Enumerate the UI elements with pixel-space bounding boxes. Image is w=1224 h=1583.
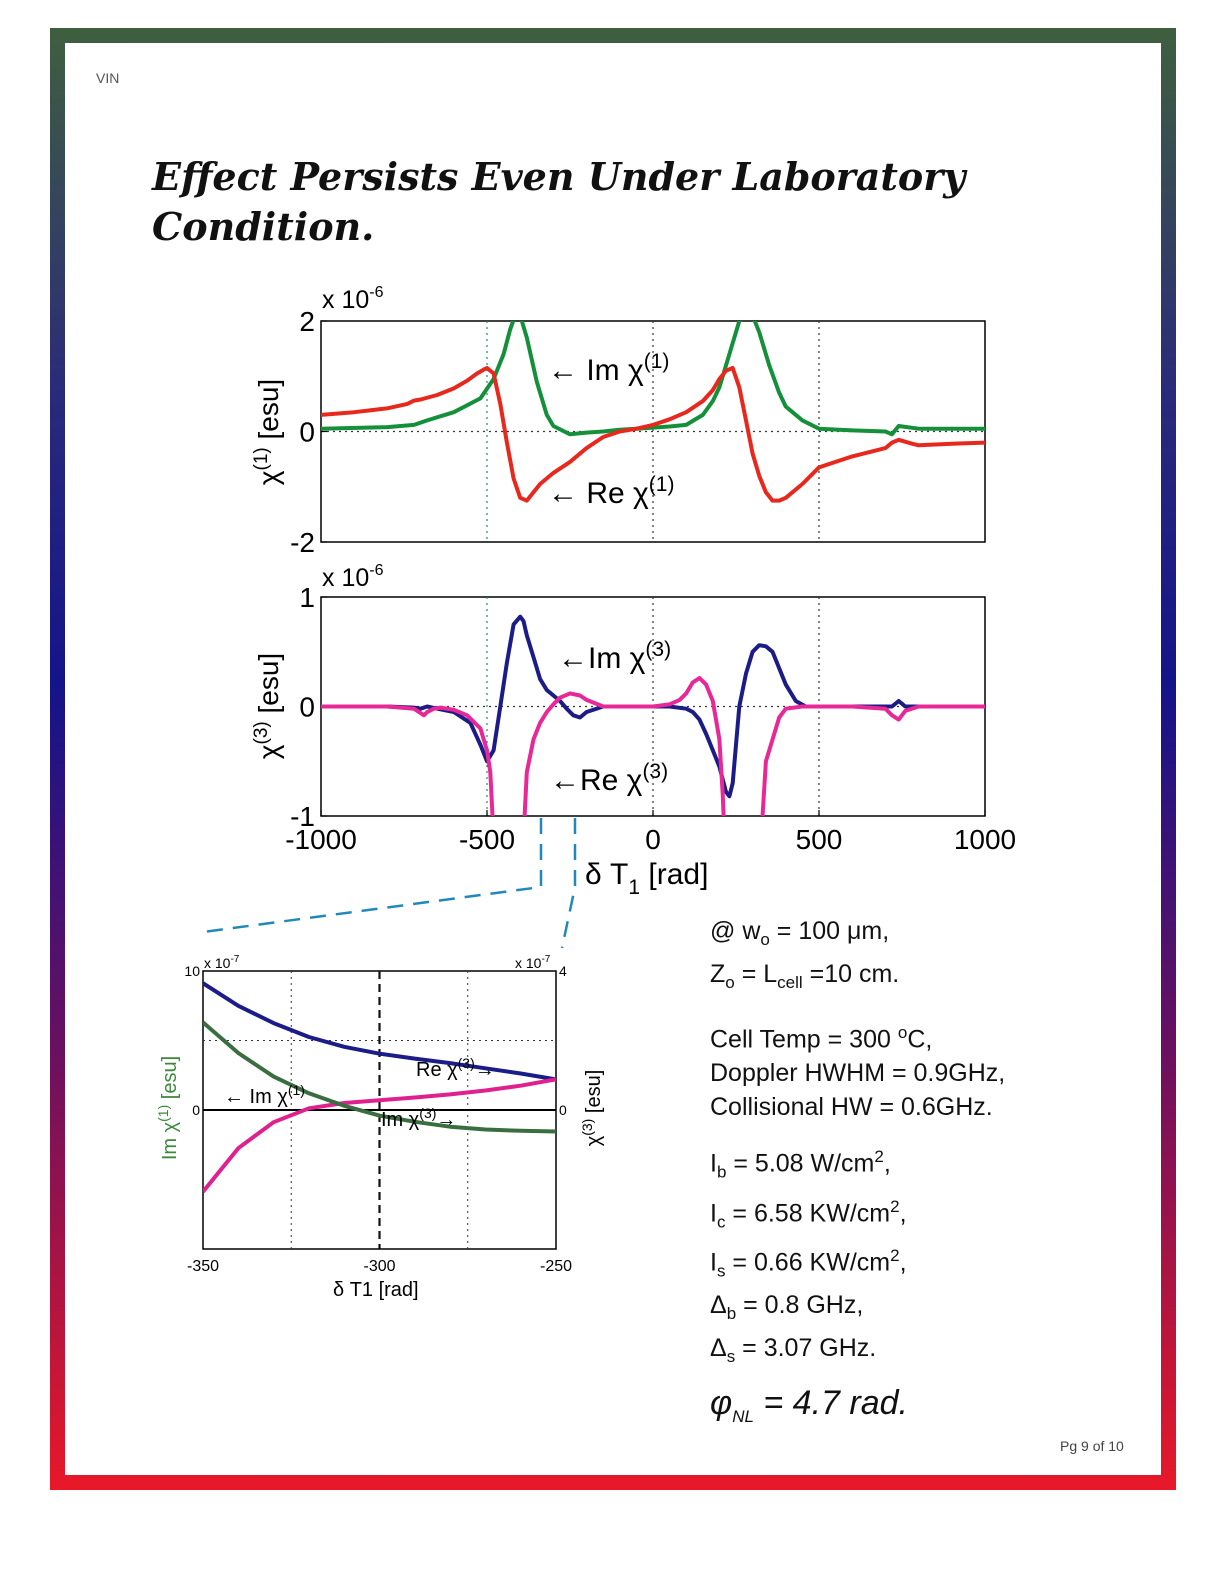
page-number: Pg 9 of 10: [1060, 1438, 1124, 1454]
series-line-re: [321, 366, 985, 503]
page-inner: [65, 43, 1161, 1475]
zoom-grid: [203, 971, 556, 1249]
chi3-exponent: x 10-6: [322, 562, 384, 592]
param-cell-temp: Cell Temp = 300 oC,: [710, 1023, 933, 1054]
chi3-ylabel: χ(3) [esu]: [251, 653, 284, 759]
zoom-series: [203, 981, 556, 1193]
xtick-label: -250: [540, 1258, 572, 1275]
ytick-label: 2: [299, 306, 315, 337]
xtick-label: -300: [363, 1258, 395, 1275]
param-collisional: Collisional HW = 0.6GHz.: [710, 1093, 993, 1122]
param-ic: Ic = 6.58 KW/cm2,: [710, 1196, 907, 1231]
zoom-connector: [202, 818, 577, 949]
ytick-right-label: 4: [559, 963, 567, 979]
header-tag: VIN: [96, 70, 120, 86]
param-delta-b: Δb = 0.8 GHz,: [710, 1291, 864, 1324]
chi1-panel: 2 0 -2 x 10-6 χ(1) [esu] ← Im χ(1) ← Re χ(…: [251, 284, 986, 558]
chi3-panel: 10-1-1000 -500 0 500 1000 x 10-6 χ(3) [esu] …: [251, 562, 1016, 899]
param-doppler: Doppler HWHM = 0.9GHz,: [710, 1059, 1006, 1088]
zoom-series-line-2: [203, 1020, 556, 1134]
zoom-annotation-im3: Im χ(3)→: [381, 1105, 456, 1131]
param-delta-s: Δs = 3.07 GHz.: [710, 1334, 877, 1367]
zoom-connector-left: [202, 818, 543, 934]
param-is: Is = 0.66 KW/cm2,: [710, 1245, 907, 1281]
chi3-xlabel: δ T1 [rad]: [585, 858, 708, 899]
zoom-right-ylabel: χ(3) [esu]: [579, 1070, 605, 1147]
zoom-left-exponent: x 10-7: [204, 954, 240, 971]
zoom-panel: 10 0 4 0 -350 -300 -250 x 10-7 x 10-7 Im χ(1) …: [155, 954, 605, 1301]
zoom-xlabel: δ T1 [rad]: [333, 1279, 419, 1301]
chi1-yticks: 2 0 -2: [290, 306, 327, 558]
page-title: Effect Persists Even Under Laboratory Co…: [152, 154, 966, 249]
zoom-ticks: 10 0 4 0 -350 -300 -250: [184, 963, 572, 1275]
xtick-label: 0: [645, 824, 661, 855]
zoom-left-ylabel: Im χ(1) [esu]: [155, 1056, 181, 1160]
ytick-label: 1: [299, 582, 315, 613]
ytick-label: -2: [290, 527, 315, 558]
param-waist: @ wo = 100 μm,: [710, 917, 890, 949]
chi3-series: [321, 614, 985, 816]
xtick-label: 500: [796, 824, 843, 855]
chi3-ticks: 1 0 -1-1000 -500 0 500 1000: [285, 582, 1016, 855]
xtick-label: -500: [459, 824, 515, 855]
series-line-re: [321, 676, 985, 816]
zoom-annotation-re3: Re χ(3)→: [416, 1055, 495, 1081]
chi1-exponent: x 10-6: [322, 284, 384, 314]
ytick-left-label: 10: [184, 963, 200, 979]
ytick-label: 0: [299, 692, 315, 723]
page-border: [50, 28, 1176, 1490]
xtick-label: 1000: [954, 824, 1016, 855]
series-line-im: [321, 321, 985, 437]
chi1-annotation-im: ← Im χ(1): [548, 350, 669, 387]
ytick-left-label: 0: [192, 1102, 200, 1118]
param-ib: Ib = 5.08 W/cm2,: [710, 1147, 891, 1182]
zoom-annotation-im1: ← Im χ(1): [224, 1082, 305, 1108]
xtick-label: -1000: [285, 824, 357, 855]
chi3-annotation-re: ←Re χ(3): [550, 760, 668, 797]
chi1-series: [321, 321, 985, 503]
chi1-annotation-re: ← Re χ(1): [548, 473, 674, 510]
param-z: Zo = Lcell =10 cm.: [710, 960, 900, 992]
zoom-connector-right: [560, 818, 577, 949]
zoom-right-exponent: x 10-7: [515, 954, 551, 971]
xtick-label: -350: [187, 1258, 219, 1275]
param-phi-nl: φNL = 4.7 rad.: [710, 1384, 908, 1427]
ytick-label: 0: [299, 417, 315, 448]
zoom-series-line-0: [203, 981, 556, 1082]
chi3-annotation-im: ←Im χ(3): [558, 638, 671, 675]
zoom-series-line-1: [203, 1077, 556, 1193]
ytick-right-label: 0: [559, 1102, 567, 1118]
parameters-block: @ wo = 100 μm, Zo = Lcell =10 cm. Cell T…: [710, 914, 1005, 1434]
ytick-label: -1: [290, 801, 315, 832]
chi1-ylabel: χ(1) [esu]: [251, 379, 284, 485]
